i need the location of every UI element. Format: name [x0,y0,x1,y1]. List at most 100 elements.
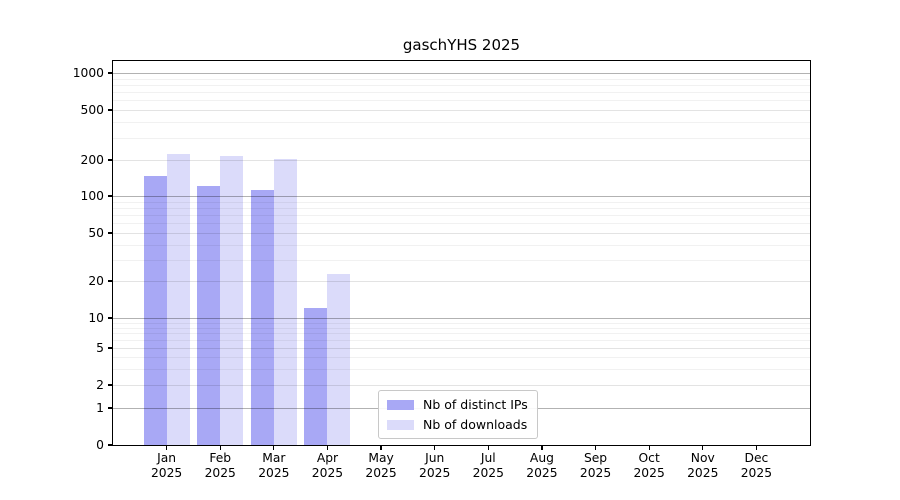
y-tick-mark [108,72,113,74]
x-axis-tick-label: Jan 2025 [135,451,199,481]
y-tick-mark [108,347,113,349]
x-axis-tick-label: May 2025 [349,451,413,481]
gridline-major [113,385,810,386]
gridline-minor [113,340,810,342]
gridline-major [113,233,810,234]
y-axis-tick-label: 500 [80,103,104,117]
y-axis-tick-label: 5 [96,341,104,355]
y-axis-tick-label: 0 [96,438,104,452]
legend-swatch-distinct-ips [387,399,414,410]
x-axis-tick-label: Nov 2025 [671,451,735,481]
gridline-minor [113,368,810,370]
gridline-major [113,196,810,197]
gridline-minor [113,322,810,324]
x-axis-tick-label-line: Nov [690,451,715,465]
x-axis-tick-label-line: 2025 [687,466,719,480]
gridline-minor [113,215,810,217]
x-tick-mark [166,445,168,450]
x-axis-tick-label: Oct 2025 [617,451,681,481]
x-tick-mark [380,445,382,450]
gridline-minor [113,137,810,139]
legend-item: Nb of downloads [387,417,528,432]
x-axis-tick-label-line: Dec [744,451,769,465]
y-tick-mark [108,444,113,446]
bar-nb-of-downloads [327,273,351,445]
x-axis-tick-label-line: Aug [529,451,554,465]
legend-label: Nb of downloads [423,417,528,432]
x-axis-tick-label-line: 2025 [204,466,236,480]
x-tick-mark [755,445,757,450]
gridline-minor [113,201,810,203]
y-tick-mark [108,317,113,319]
x-tick-mark [648,445,650,450]
y-tick-mark [108,384,113,386]
legend-label: Nb of distinct IPs [423,397,528,412]
y-axis-tick-label: 2 [96,378,104,392]
y-tick-mark [108,195,113,197]
y-tick-mark [108,159,113,161]
x-axis-tick-label-line: 2025 [150,466,183,480]
x-axis-tick-label: Feb 2025 [188,451,252,481]
gridline-minor [113,333,810,335]
gridline-major [113,160,810,161]
x-axis-tick-label-line: 2025 [740,466,773,480]
x-axis-tick-label-line: 2025 [258,466,290,480]
x-axis-tick-label-line: Feb [209,451,232,465]
gridline-minor [113,78,810,80]
x-axis-tick-label: Sep 2025 [564,451,628,481]
gridline-minor [113,327,810,329]
x-axis-tick-label-line: Jun [425,451,445,465]
gridline-major [113,348,810,349]
legend-swatch-downloads [387,419,414,430]
gridline-minor [113,84,810,86]
gridline-major [113,281,810,282]
gridline-minor [113,357,810,358]
bar-nb-of-distinct-ips [250,190,274,445]
gridline-major [113,318,810,319]
y-axis-tick-label: 50 [88,226,104,240]
x-axis-tick-label-line: Apr [316,451,339,465]
x-axis-tick-label-line: 2025 [365,466,397,480]
gridline-major [113,73,810,74]
legend: Nb of distinct IPs Nb of downloads [378,390,538,439]
x-axis-tick-label-line: Jan [157,451,177,465]
x-axis-tick-label-line: Jul [480,451,496,465]
x-axis-tick-label-line: 2025 [526,466,558,480]
y-tick-mark [108,407,113,409]
gridline-minor [113,244,810,246]
x-tick-mark [541,445,543,450]
legend-item: Nb of distinct IPs [387,397,528,412]
gridline-minor [113,122,810,124]
gridline-minor [113,100,810,102]
x-tick-mark [326,445,329,450]
gridline-minor [113,259,810,261]
x-axis-tick-label-line: Sep [583,451,608,465]
x-axis-tick-label: Dec 2025 [724,451,788,481]
bar-nb-of-distinct-ips [304,308,328,445]
x-axis-tick-label: Mar 2025 [242,451,306,481]
gridline-major [113,110,810,111]
gridline-minor [113,92,810,94]
x-axis-tick-label: Aug 2025 [510,451,574,481]
x-axis-tick-label-line: 2025 [633,466,665,480]
x-axis-tick-label: Apr 2025 [295,451,359,481]
x-axis-tick-label-line: Oct [638,451,660,465]
x-axis-tick-label: Jul 2025 [456,451,520,481]
bar-nb-of-downloads [220,156,244,445]
y-tick-mark [108,109,113,111]
chart-title: gaschYHS 2025 [402,36,521,54]
x-tick-mark [434,445,436,450]
x-axis-tick-label-line: 2025 [311,466,344,480]
x-tick-mark [702,445,704,450]
x-tick-mark [487,445,489,450]
y-axis-tick-label: 1000 [72,66,104,80]
x-axis-tick-label: Jun 2025 [403,451,467,481]
x-axis-tick-label-line: 2025 [472,466,504,480]
x-tick-mark [273,445,275,450]
y-tick-mark [108,232,113,234]
bar-nb-of-downloads [166,153,190,445]
y-axis-tick-label: 10 [88,311,104,325]
y-axis-tick-label: 200 [80,153,104,167]
x-axis-tick-label-line: May [368,451,394,465]
